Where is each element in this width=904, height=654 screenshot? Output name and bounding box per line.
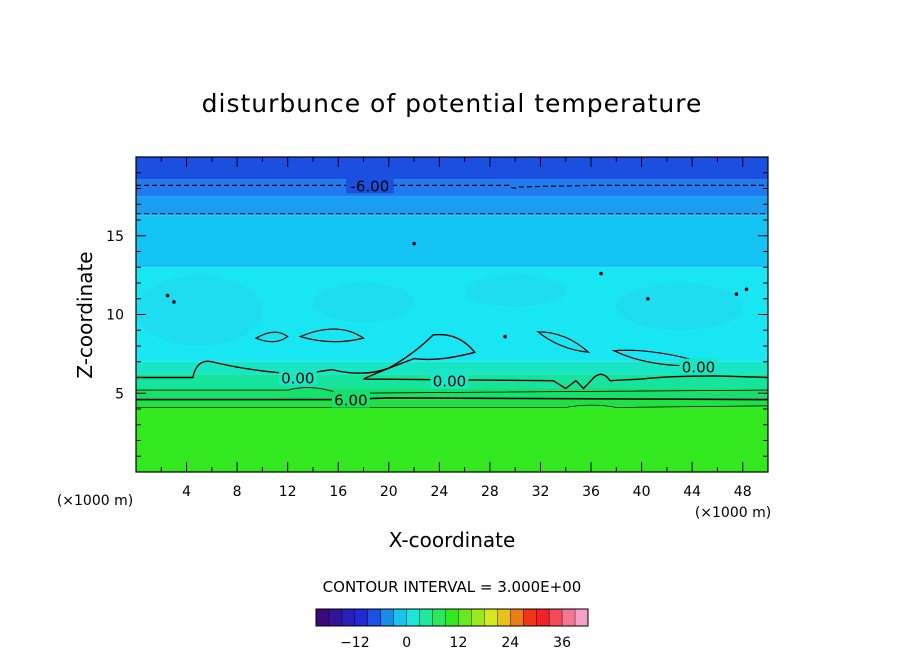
- colorbar-cell: [523, 608, 537, 627]
- colorbar-cell: [548, 608, 563, 627]
- contour-blob: [254, 331, 289, 343]
- contour-label: 6.00: [334, 392, 367, 410]
- field-band: [136, 407, 768, 472]
- colorbar-cell: [393, 608, 408, 627]
- colorbar-cell: [328, 608, 343, 627]
- colorbar-cell: [445, 608, 459, 627]
- field-patch: [136, 275, 263, 346]
- colorbar-cell: [497, 608, 511, 627]
- colorbar-frame: [315, 608, 589, 627]
- x-tick-label: 16: [329, 484, 347, 500]
- contour-label-bg: [430, 372, 469, 389]
- y-axis-ticks: 5 10 15: [106, 156, 768, 473]
- x-tick-label: 28: [481, 484, 499, 500]
- contour-label-bg: [679, 358, 718, 375]
- x-tick-label: 24: [430, 484, 448, 500]
- colorbar-cell: [367, 608, 382, 627]
- contour-line-zero: [136, 333, 769, 390]
- contour-speck: [503, 334, 507, 339]
- contour-speck: [734, 292, 739, 296]
- colorbar-cell: [432, 608, 447, 627]
- contour-label-bg: [331, 391, 370, 408]
- colorbar-cell: [510, 608, 524, 627]
- colorbar-cell: [574, 608, 589, 627]
- field-patch: [616, 283, 743, 331]
- field-band: [136, 399, 768, 408]
- colorbar-cell: [471, 608, 485, 627]
- field-band: [136, 196, 768, 216]
- x-tick-label: 8: [233, 484, 242, 500]
- colorbar-cell: [419, 608, 434, 627]
- contour-label: 0.00: [433, 373, 466, 391]
- field-band: [136, 179, 768, 197]
- colorbar-cell: [561, 608, 576, 627]
- colorbar-cell: [354, 608, 369, 627]
- contour-blob: [298, 328, 365, 343]
- field-patch: [464, 275, 566, 307]
- contour-label: 0.00: [682, 358, 715, 376]
- x-unit-label-right: (×1000 m): [695, 505, 771, 521]
- colorbar-cell: [535, 608, 550, 627]
- y-tick-label: 5: [115, 386, 124, 402]
- colorbar-tick-label: 12: [450, 635, 468, 651]
- contour-label-bg: [278, 369, 317, 386]
- contour-speck: [412, 241, 416, 246]
- x-tick-label: 48: [734, 484, 752, 500]
- x-tick-label: 44: [683, 484, 701, 500]
- colorbar-tick-label: −12: [340, 635, 370, 651]
- contour-speck: [744, 287, 749, 292]
- contour-speck: [599, 271, 603, 276]
- x-tick-label: 12: [279, 484, 297, 500]
- colorbar-tick-label: 24: [501, 635, 519, 651]
- x-tick-label: 40: [633, 484, 651, 500]
- chart-title: disturbunce of potential temperature: [202, 89, 703, 118]
- contour-line: [136, 404, 769, 408]
- colorbar-cell: [315, 608, 330, 627]
- contour-label: -6.00: [350, 177, 389, 195]
- colorbar: −12 0 12 24 36: [315, 608, 589, 651]
- field-band: [136, 215, 768, 268]
- colorbar-cell: [484, 608, 498, 627]
- contour-line-dashed: [136, 184, 768, 189]
- x-tick-label: 32: [532, 484, 550, 500]
- colorbar-tick-label: 36: [553, 635, 571, 651]
- x-axis-label: X-coordinate: [389, 528, 516, 552]
- x-tick-label: 4: [182, 484, 191, 500]
- field-band: [136, 388, 768, 400]
- contour-speck: [172, 300, 176, 304]
- field-band: [136, 157, 768, 180]
- x-axis-ticks: 4 8 12 16 20 24 28 32 36 40 44 48: [135, 157, 769, 500]
- x-tick-label: 36: [582, 484, 600, 500]
- y-tick-label: 10: [106, 308, 124, 324]
- colorbar-cell: [341, 608, 356, 627]
- colorbar-cell: [458, 608, 472, 627]
- contour-label: 0.00: [281, 370, 314, 388]
- colorbar-cell: [406, 608, 421, 627]
- contour-label-bg: [346, 177, 394, 194]
- plot-area: -6.00 0.00 0.00 0.00 6.00: [135, 156, 769, 473]
- contour-speck: [646, 296, 650, 301]
- contour-blob: [536, 331, 591, 354]
- colorbar-cell: [380, 608, 395, 627]
- field-patch: [312, 283, 415, 323]
- x-tick-label: 20: [380, 484, 398, 500]
- y-tick-label: 15: [106, 229, 124, 245]
- x-unit-label-left: (×1000 m): [57, 493, 133, 509]
- colorbar-tick-label: 0: [402, 635, 411, 651]
- contour-interval-text: CONTOUR INTERVAL = 3.000E+00: [323, 578, 582, 596]
- contour-speck: [165, 293, 170, 298]
- y-axis-label: Z-coordinate: [73, 251, 97, 378]
